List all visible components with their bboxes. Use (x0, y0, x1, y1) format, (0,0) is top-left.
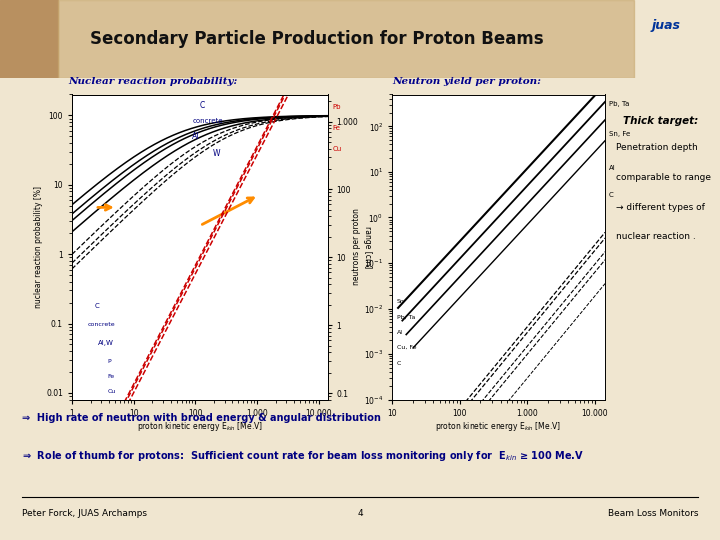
Text: Pb: Pb (333, 104, 341, 110)
Text: ⇒  Role of thumb for protons:  Sufficient count rate for beam loss monitoring on: ⇒ Role of thumb for protons: Sufficient … (22, 449, 583, 463)
Text: Pb, Ta: Pb, Ta (397, 315, 415, 320)
Text: Sn, Fe: Sn, Fe (609, 131, 630, 137)
Text: Cu: Cu (108, 389, 116, 395)
Text: Beam Loss Monitors: Beam Loss Monitors (608, 509, 698, 518)
Text: → different types of: → different types of (616, 202, 704, 212)
Text: concrete: concrete (87, 322, 115, 327)
Text: Thick target:: Thick target: (623, 116, 698, 126)
Text: Secondary Particle Production for Proton Beams: Secondary Particle Production for Proton… (90, 30, 544, 48)
Text: concrete: concrete (192, 118, 222, 125)
Text: Cu, Fe: Cu, Fe (397, 345, 416, 350)
X-axis label: proton kinetic energy E$_{kin}$ [Me.V]: proton kinetic energy E$_{kin}$ [Me.V] (137, 421, 263, 434)
Text: Sn: Sn (397, 300, 405, 305)
Text: W: W (212, 148, 220, 158)
Y-axis label: range [cm]: range [cm] (363, 226, 372, 268)
Text: Al,W: Al,W (98, 340, 114, 346)
Text: P: P (108, 359, 112, 364)
Text: C: C (95, 303, 100, 309)
Text: Peter Forck, JUAS Archamps: Peter Forck, JUAS Archamps (22, 509, 147, 518)
Text: Cu: Cu (333, 146, 342, 152)
Text: Al: Al (397, 330, 402, 335)
Text: C: C (199, 101, 205, 110)
Text: Pb, Ta: Pb, Ta (609, 100, 629, 106)
Text: juas: juas (652, 19, 681, 32)
Y-axis label: nuclear reaction probability [%]: nuclear reaction probability [%] (35, 186, 43, 308)
Text: 4: 4 (357, 509, 363, 518)
Text: Fe: Fe (108, 374, 115, 379)
Text: nuclear reaction .: nuclear reaction . (616, 232, 696, 241)
Text: Fe: Fe (333, 125, 341, 131)
Text: C: C (397, 361, 401, 366)
Text: Al: Al (609, 165, 616, 171)
Y-axis label: neutrons per proton: neutrons per proton (352, 208, 361, 286)
Text: Neutron yield per proton:: Neutron yield per proton: (392, 77, 541, 86)
Text: Al: Al (192, 132, 199, 141)
X-axis label: proton kinetic energy E$_{kin}$ [Me.V]: proton kinetic energy E$_{kin}$ [Me.V] (436, 421, 562, 434)
Text: Penetration depth: Penetration depth (616, 143, 698, 152)
Text: comparable to range: comparable to range (616, 173, 711, 182)
Bar (0, 0, 58, 78)
Bar (58, 0, 634, 78)
Text: C: C (609, 192, 613, 198)
Text: Nuclear reaction probability:: Nuclear reaction probability: (68, 77, 238, 86)
Text: ⇒  High rate of neutron with broad energy & angular distribution: ⇒ High rate of neutron with broad energy… (22, 413, 380, 423)
